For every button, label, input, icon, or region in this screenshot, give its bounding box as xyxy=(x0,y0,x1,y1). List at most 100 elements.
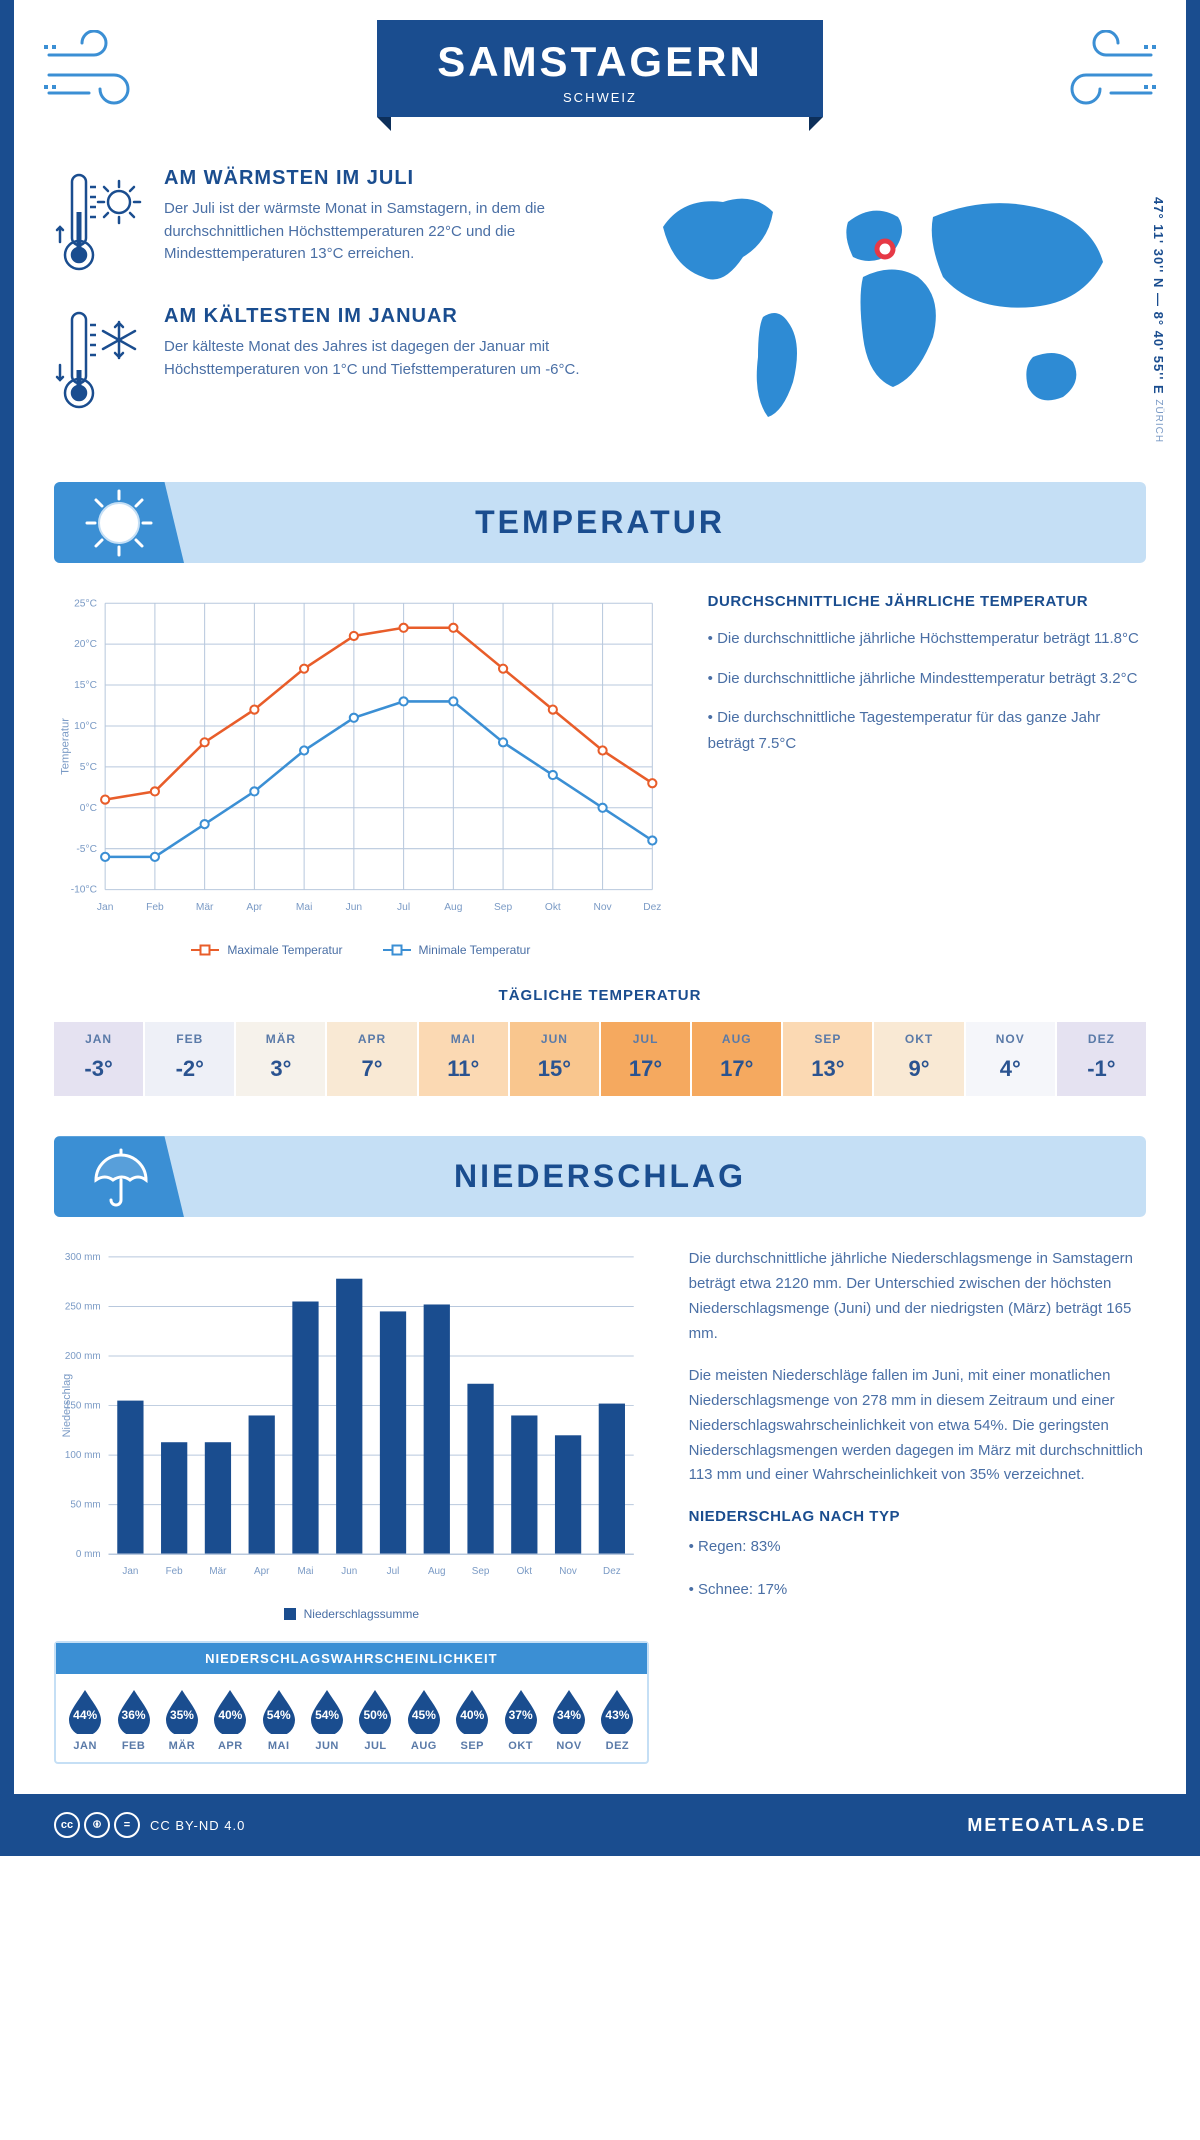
title-banner: SAMSTAGERN SCHWEIZ xyxy=(377,20,823,117)
svg-text:Jul: Jul xyxy=(397,902,410,913)
svg-text:20°C: 20°C xyxy=(74,639,97,650)
prob-cell: 36% FEB xyxy=(110,1688,156,1752)
coldest-title: AM KÄLTESTEN IM JANUAR xyxy=(164,305,580,328)
warmest-text: Der Juli ist der wärmste Monat in Samsta… xyxy=(164,198,580,266)
svg-text:Feb: Feb xyxy=(166,1566,184,1577)
temperature-section-header: TEMPERATUR xyxy=(54,482,1146,563)
svg-text:25°C: 25°C xyxy=(74,598,97,609)
prob-cell: 40% APR xyxy=(207,1688,253,1752)
svg-text:0 mm: 0 mm xyxy=(76,1549,101,1560)
precip-chart-legend: Niederschlagssumme xyxy=(54,1607,649,1621)
svg-text:Apr: Apr xyxy=(254,1566,270,1577)
daily-temp-cell: OKT9° xyxy=(874,1022,963,1096)
daily-temp-cell: MÄR3° xyxy=(236,1022,325,1096)
svg-text:Mai: Mai xyxy=(296,902,312,913)
daily-temp-grid: JAN-3° FEB-2° MÄR3° APR7° MAI11° JUN15° … xyxy=(54,1022,1146,1096)
svg-text:10°C: 10°C xyxy=(74,721,97,732)
svg-text:Sep: Sep xyxy=(494,902,512,913)
svg-text:Apr: Apr xyxy=(246,902,262,913)
prob-cell: 35% MÄR xyxy=(159,1688,205,1752)
brand-text: METEOATLAS.DE xyxy=(967,1815,1146,1836)
prob-cell: 44% JAN xyxy=(62,1688,108,1752)
daily-temp-cell: JUL17° xyxy=(601,1022,690,1096)
thermometer-hot-icon xyxy=(54,167,144,277)
umbrella-icon xyxy=(84,1142,154,1212)
temperature-line-chart: -10°C -5°C 0°C 5°C 10°C 15°C 20°C 25°C Jan Feb Mär… xyxy=(54,593,668,920)
precip-type-title: NIEDERSCHLAG NACH TYP xyxy=(689,1508,1146,1525)
svg-text:Nov: Nov xyxy=(593,902,612,913)
prob-cell: 54% MAI xyxy=(256,1688,302,1752)
coordinates: 47° 11' 30'' N — 8° 40' 55'' E ZÜRICH xyxy=(1151,197,1166,443)
wind-icon xyxy=(1046,30,1156,120)
precipitation-title: NIEDERSCHLAG xyxy=(84,1158,1116,1195)
svg-text:Okt: Okt xyxy=(545,902,561,913)
license-text: CC BY-ND 4.0 xyxy=(150,1818,245,1833)
svg-text:0°C: 0°C xyxy=(80,803,97,814)
header: SAMSTAGERN SCHWEIZ xyxy=(14,0,1186,147)
sun-icon xyxy=(84,488,154,558)
svg-text:Jun: Jun xyxy=(341,1566,357,1577)
prob-title: NIEDERSCHLAGSWAHRSCHEINLICHKEIT xyxy=(56,1643,647,1674)
city-title: SAMSTAGERN xyxy=(437,38,763,86)
daily-temp-cell: DEZ-1° xyxy=(1057,1022,1146,1096)
svg-text:5°C: 5°C xyxy=(80,762,97,773)
daily-temp-title: TÄGLICHE TEMPERATUR xyxy=(54,987,1146,1004)
prob-cell: 54% JUN xyxy=(304,1688,350,1752)
country-subtitle: SCHWEIZ xyxy=(437,90,763,105)
precip-desc-2: Die meisten Niederschläge fallen im Juni… xyxy=(689,1364,1146,1488)
svg-text:Jan: Jan xyxy=(122,1566,138,1577)
svg-text:Sep: Sep xyxy=(472,1566,490,1577)
svg-text:15°C: 15°C xyxy=(74,680,97,691)
world-map xyxy=(620,167,1146,447)
wind-icon xyxy=(44,30,154,120)
svg-text:Feb: Feb xyxy=(146,902,164,913)
svg-text:Jul: Jul xyxy=(387,1566,400,1577)
svg-text:Temperatur: Temperatur xyxy=(59,718,71,775)
coldest-text: Der kälteste Monat des Jahres ist dagege… xyxy=(164,336,580,381)
daily-temp-cell: MAI11° xyxy=(419,1022,508,1096)
precip-type-2: • Schnee: 17% xyxy=(689,1578,1146,1603)
svg-text:250 mm: 250 mm xyxy=(65,1302,101,1313)
warmest-fact: AM WÄRMSTEN IM JULI Der Juli ist der wär… xyxy=(54,167,580,277)
svg-text:-10°C: -10°C xyxy=(71,885,97,896)
svg-text:-5°C: -5°C xyxy=(76,844,97,855)
prob-cell: 50% JUL xyxy=(352,1688,398,1752)
svg-text:Mär: Mär xyxy=(196,902,214,913)
daily-temp-cell: FEB-2° xyxy=(145,1022,234,1096)
prob-cell: 37% OKT xyxy=(497,1688,543,1752)
svg-text:Jan: Jan xyxy=(97,902,114,913)
svg-text:300 mm: 300 mm xyxy=(65,1252,101,1263)
daily-temp-cell: APR7° xyxy=(327,1022,416,1096)
prob-cell: 34% NOV xyxy=(546,1688,592,1752)
temp-desc-1: • Die durchschnittliche jährliche Höchst… xyxy=(708,626,1146,652)
svg-text:Niederschlag: Niederschlag xyxy=(61,1374,73,1438)
daily-temp-cell: SEP13° xyxy=(783,1022,872,1096)
precip-type-1: • Regen: 83% xyxy=(689,1535,1146,1560)
svg-text:Jun: Jun xyxy=(346,902,363,913)
daily-temp-cell: NOV4° xyxy=(966,1022,1055,1096)
daily-temp-cell: AUG17° xyxy=(692,1022,781,1096)
cc-license-icon: cc 🅯 = xyxy=(54,1812,140,1838)
svg-text:Aug: Aug xyxy=(444,902,462,913)
temp-desc-title: DURCHSCHNITTLICHE JÄHRLICHE TEMPERATUR xyxy=(708,593,1146,610)
precipitation-probability-box: NIEDERSCHLAGSWAHRSCHEINLICHKEIT 44% JAN … xyxy=(54,1641,649,1764)
svg-text:Nov: Nov xyxy=(559,1566,577,1577)
temperature-title: TEMPERATUR xyxy=(84,504,1116,541)
precipitation-section-header: NIEDERSCHLAG xyxy=(54,1136,1146,1217)
precipitation-bar-chart: 0 mm50 mm100 mm150 mm200 mm250 mm300 mmJ… xyxy=(54,1247,649,1584)
svg-text:Mär: Mär xyxy=(209,1566,227,1577)
daily-temp-cell: JUN15° xyxy=(510,1022,599,1096)
footer: cc 🅯 = CC BY-ND 4.0 METEOATLAS.DE xyxy=(14,1794,1186,1856)
daily-temp-cell: JAN-3° xyxy=(54,1022,143,1096)
svg-text:Dez: Dez xyxy=(643,902,661,913)
svg-text:200 mm: 200 mm xyxy=(65,1351,101,1362)
temp-desc-2: • Die durchschnittliche jährliche Mindes… xyxy=(708,666,1146,692)
svg-text:Dez: Dez xyxy=(603,1566,621,1577)
temp-chart-legend: Maximale Temperatur Minimale Temperatur xyxy=(54,943,668,957)
thermometer-cold-icon xyxy=(54,305,144,415)
temp-desc-3: • Die durchschnittliche Tagestemperatur … xyxy=(708,705,1146,756)
precip-desc-1: Die durchschnittliche jährliche Niedersc… xyxy=(689,1247,1146,1346)
svg-text:Mai: Mai xyxy=(298,1566,314,1577)
svg-text:50 mm: 50 mm xyxy=(70,1500,100,1511)
svg-text:Aug: Aug xyxy=(428,1566,446,1577)
